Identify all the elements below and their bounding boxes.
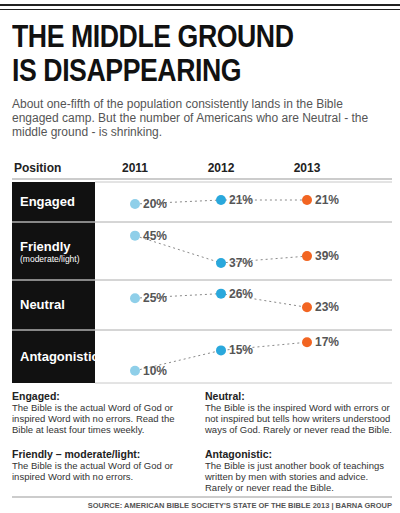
data-label: 20% xyxy=(143,197,167,211)
data-label: 10% xyxy=(143,364,167,378)
subtitle: About one-fifth of the population consis… xyxy=(12,97,384,139)
row-header: Position xyxy=(14,161,61,175)
x-tick-label: 2013 xyxy=(294,161,321,175)
x-tick-label: 2012 xyxy=(208,161,235,175)
definition: Friendly – moderate/light:The Bible is t… xyxy=(12,448,198,482)
dot xyxy=(216,195,226,205)
panel-separator xyxy=(12,222,95,223)
top-rule xyxy=(0,9,400,10)
row-label: Neutral xyxy=(20,297,65,312)
row-frame xyxy=(95,330,392,331)
title: THE MIDDLE GROUND xyxy=(12,20,294,54)
definition: Antagonistic:The Bible is just another b… xyxy=(205,448,395,493)
data-label: 15% xyxy=(229,343,253,357)
data-label: 26% xyxy=(229,287,253,301)
data-label: 37% xyxy=(229,256,253,270)
definition-text: The Bible is the actual Word of God or i… xyxy=(12,460,198,482)
row-frame xyxy=(95,280,392,281)
panel-separator xyxy=(12,280,95,281)
title: IS DISAPPEARING xyxy=(12,54,241,88)
definition-text: The Bible is the inspired Word with erro… xyxy=(205,402,395,435)
data-label: 25% xyxy=(143,291,167,305)
dot xyxy=(216,345,226,355)
row-label: Engaged xyxy=(20,194,75,209)
data-label: 39% xyxy=(315,249,339,263)
dot xyxy=(130,231,140,241)
data-label: 23% xyxy=(315,300,339,314)
chart: Position 2011 2012 2013 Engaged 20% 21% 21% Frie… xyxy=(0,0,400,513)
row-frame xyxy=(95,330,392,331)
definition: Engaged:The Bible is the actual Word of … xyxy=(12,390,198,435)
dot xyxy=(302,195,312,205)
dot xyxy=(130,199,140,209)
definition-term: Neutral: xyxy=(205,390,395,402)
definition: Neutral:The Bible is the inspired Word w… xyxy=(205,390,395,435)
row-sublabel: (moderate/light) xyxy=(20,254,80,264)
header-rule xyxy=(12,179,392,180)
dot xyxy=(302,337,312,347)
source: SOURCE: AMERICAN BIBLE SOCIETY'S STATE O… xyxy=(88,501,392,510)
definition-text: The Bible is just another book of teachi… xyxy=(205,460,395,493)
definition-term: Engaged: xyxy=(12,390,198,402)
row-label: Friendly xyxy=(20,239,71,254)
data-label: 21% xyxy=(315,193,339,207)
row-frame xyxy=(95,182,392,183)
row-frame xyxy=(95,383,392,384)
dot xyxy=(302,251,312,261)
dot xyxy=(302,302,312,312)
data-label: 45% xyxy=(143,229,167,243)
row-frame xyxy=(95,280,392,281)
definition-term: Antagonistic: xyxy=(205,448,395,460)
page: THE MIDDLE GROUNDIS DISAPPEARING About on… xyxy=(0,0,400,513)
dot xyxy=(216,258,226,268)
row-frame xyxy=(95,222,392,223)
data-label: 21% xyxy=(229,193,253,207)
row-frame xyxy=(95,222,392,223)
top-rule xyxy=(0,4,400,6)
row-marks xyxy=(130,289,312,313)
data-label: 17% xyxy=(315,335,339,349)
definition-term: Friendly – moderate/light: xyxy=(12,448,198,460)
dot xyxy=(130,366,140,376)
panel-separator xyxy=(12,330,95,331)
dot xyxy=(130,293,140,303)
x-tick-label: 2011 xyxy=(122,161,148,175)
row-label: Antagonistic xyxy=(20,349,99,364)
dot xyxy=(216,289,226,299)
source-rule xyxy=(12,497,392,498)
definition-text: The Bible is the actual Word of God or i… xyxy=(12,402,198,435)
